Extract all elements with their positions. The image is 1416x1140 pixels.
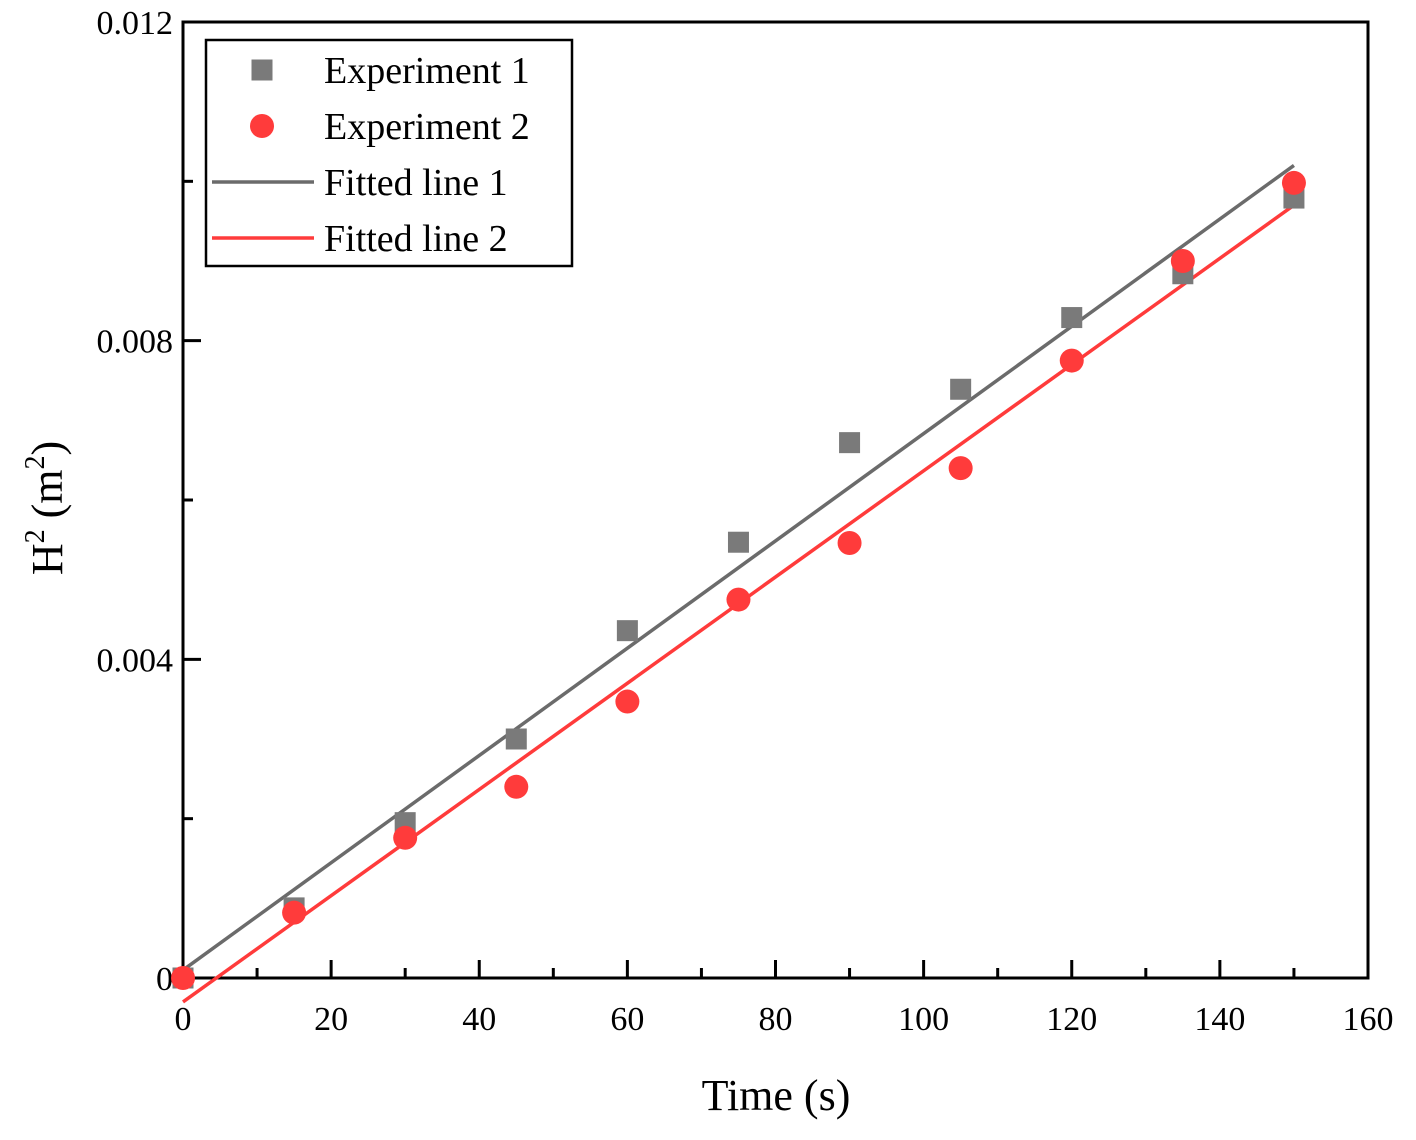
plot-area: 0 20 40 60 80 100 120 140 160 0 0.004 0.008 0.012: [97, 5, 1394, 1038]
x-tick-label: 20: [314, 1001, 348, 1038]
y-tick-label: 0.008: [97, 324, 174, 361]
y-axis-title-end: ): [23, 441, 72, 456]
x-tick-label: 140: [1194, 1001, 1245, 1038]
y-tick-label: 0: [156, 961, 173, 998]
experiment-2-point: [1170, 249, 1195, 273]
fitted-line-1: [181, 163, 1295, 972]
experiment-2-point: [726, 587, 751, 612]
experiment-1-point: [616, 620, 638, 642]
experiment-1-point: [1061, 307, 1083, 329]
experiment-2-point: [1059, 348, 1084, 373]
legend-marker-square: [251, 59, 273, 81]
experiment-2-point: [615, 689, 640, 714]
experiment-2-point: [504, 774, 529, 799]
experiment-2-point: [837, 531, 862, 556]
x-tick-label: 0: [175, 1001, 192, 1038]
y-axis-title-sup2: 2: [20, 455, 51, 469]
x-axis-title: Time (s): [702, 1071, 851, 1120]
legend-marker-circle: [250, 114, 274, 138]
y-axis-title-main: H: [23, 543, 72, 575]
x-tick-label: 80: [759, 1001, 793, 1038]
experiment-2-point: [1281, 170, 1306, 195]
experiment-2-point: [948, 456, 973, 481]
x-tick-label: 100: [898, 1001, 949, 1038]
experiment-2-point: [171, 966, 195, 990]
experiment-1-point: [505, 728, 527, 750]
legend-label: Experiment 1: [324, 50, 530, 92]
experiment-1-point: [839, 432, 861, 454]
x-tick-label: 160: [1343, 1001, 1394, 1038]
experiment-1-point: [727, 531, 749, 553]
x-tick-label: 40: [462, 1001, 496, 1038]
y-tick-label: 0.004: [97, 642, 174, 679]
legend-label: Experiment 2: [324, 106, 530, 148]
legend-label: Fitted line 2: [324, 218, 508, 260]
legend-label: Fitted line 1: [324, 162, 508, 204]
y-axis-title-sup1: 2: [20, 529, 51, 543]
y-axis-title: H2 (m2): [20, 441, 72, 575]
x-tick-label: 60: [610, 1001, 644, 1038]
legend: Experiment 1 Experiment 2 Fitted line 1 Fit…: [204, 38, 574, 268]
x-tick-label: 120: [1046, 1001, 1097, 1038]
experiment-2-point: [282, 900, 307, 925]
experiment-2-point: [393, 825, 418, 850]
y-tick-label: 0.012: [97, 5, 174, 42]
y-axis-title-mid: (m: [23, 469, 72, 529]
experiment-1-point: [950, 378, 972, 400]
